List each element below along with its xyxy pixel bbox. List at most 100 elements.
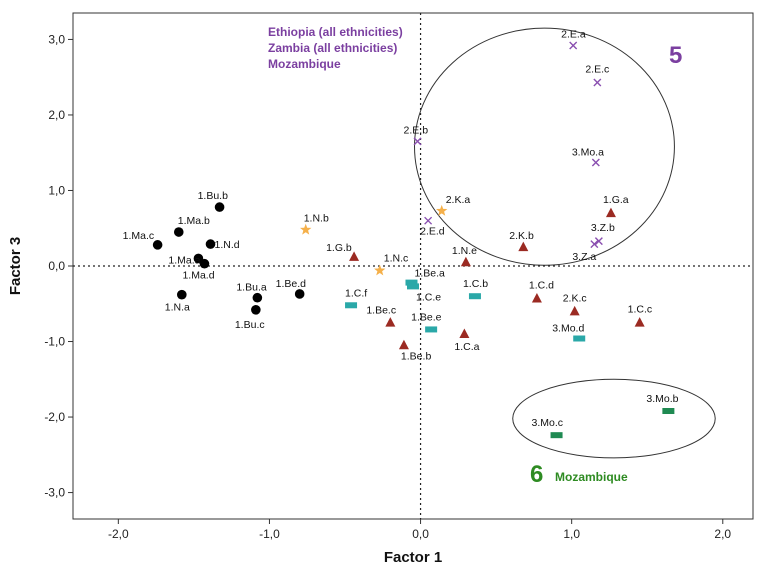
point-label: 3.Z.a — [572, 251, 596, 263]
y-tick-label: 2,0 — [48, 108, 65, 122]
data-point — [424, 216, 433, 225]
x-axis-title: Factor 1 — [384, 549, 442, 566]
x-tick-label: -2,0 — [108, 527, 129, 541]
point-label: 1.Ma.b — [178, 215, 210, 227]
data-point — [531, 292, 542, 303]
point-label: 1.C.d — [529, 279, 554, 291]
data-point — [405, 279, 418, 286]
data-point — [398, 339, 409, 350]
x-tick-label: -1,0 — [259, 527, 280, 541]
annotation-ethiopia: Ethiopia (all ethnicities) — [268, 25, 403, 39]
point-labels: 1.Bu.b 1.Ma.b 1.Ma.c 1.N.d 1.Ma.a 1.Ma.d 1.N.a… — [123, 28, 679, 429]
cluster-6-number: 6 — [530, 461, 543, 488]
data-point — [425, 326, 438, 333]
point-label: 3.Mo.b — [646, 393, 678, 405]
point-label: 1.N.c — [384, 253, 409, 265]
data-point — [591, 158, 600, 167]
data-point — [300, 223, 312, 235]
data-point — [349, 251, 360, 261]
y-tick-label: 3,0 — [48, 32, 65, 46]
data-point — [413, 137, 422, 146]
cluster-6-ellipse — [512, 378, 716, 459]
point-label: 1.Be.b — [401, 350, 432, 362]
point-label: 3.Z.b — [591, 222, 615, 234]
point-label: 2.E.a — [561, 28, 586, 40]
point-label: 1.N.a — [165, 302, 190, 314]
point-label: 1.Ma.a — [168, 254, 200, 266]
data-point — [199, 258, 210, 269]
point-label: 3.Mo.c — [532, 417, 564, 429]
reference-lines — [73, 13, 753, 519]
point-label: 3.Mo.d — [552, 323, 584, 335]
point-label: 1.Bu.a — [236, 282, 267, 294]
point-label: 3.Mo.a — [572, 147, 604, 159]
point-label: 1.Be.e — [411, 311, 442, 323]
data-points — [152, 41, 675, 439]
data-point — [294, 289, 305, 299]
cluster-ellipses — [414, 27, 716, 459]
y-tick-label: -1,0 — [44, 335, 65, 349]
point-label: 2.E.d — [420, 226, 445, 238]
y-tick-label: 0,0 — [48, 259, 65, 273]
point-label: 1.C.f — [345, 287, 367, 299]
data-point — [634, 317, 645, 327]
y-tick-label: -2,0 — [44, 410, 65, 424]
cluster-5-ellipse — [414, 27, 675, 266]
point-label: 1.C.e — [416, 291, 441, 303]
point-label: 1.C.a — [454, 341, 479, 353]
x-tick-label: 1,0 — [563, 527, 580, 541]
data-point — [569, 305, 580, 316]
data-point — [251, 305, 261, 315]
data-point — [374, 264, 386, 276]
data-point — [459, 328, 470, 338]
point-label: 1.C.c — [628, 304, 653, 316]
annotation-mozambique-6: Mozambique — [555, 470, 628, 484]
data-point — [152, 240, 163, 250]
point-label: 1.Ma.c — [123, 230, 155, 242]
y-tick-label: 1,0 — [48, 183, 65, 197]
point-label: 2.E.c — [585, 63, 609, 75]
point-label: 1.N.b — [304, 213, 329, 225]
data-point — [662, 408, 675, 415]
data-point — [468, 293, 481, 300]
data-point — [345, 302, 358, 309]
point-label: 1.Be.d — [276, 278, 307, 290]
data-point — [214, 202, 225, 212]
point-label: 1.N.e — [452, 245, 477, 257]
data-point — [407, 283, 419, 290]
y-tick-label: -3,0 — [44, 486, 65, 500]
data-point — [460, 256, 471, 267]
annotation-mozambique-5: Mozambique — [268, 57, 341, 71]
point-label: 1.Bu.c — [235, 319, 265, 331]
data-point — [590, 240, 599, 249]
data-point — [573, 335, 586, 342]
point-label: 1.Be.c — [366, 305, 396, 317]
x-tick-label: 0,0 — [412, 527, 429, 541]
cluster-5-number: 5 — [669, 42, 682, 69]
data-point — [173, 227, 184, 237]
data-point — [205, 239, 216, 249]
point-label: 1.G.a — [603, 194, 629, 206]
data-point — [594, 237, 603, 246]
point-label: 1.Ma.d — [182, 270, 214, 282]
point-label: 2.E.b — [404, 124, 429, 136]
point-label: 1.Bu.b — [198, 190, 229, 202]
point-label: 2.K.a — [446, 194, 471, 206]
data-point — [518, 241, 529, 252]
point-label: 2.K.c — [563, 292, 587, 304]
x-tick-label: 2,0 — [714, 527, 731, 541]
data-point — [436, 204, 448, 216]
data-point — [569, 41, 578, 50]
annotation-zambia: Zambia (all ethnicities) — [268, 41, 397, 55]
data-point — [177, 289, 187, 300]
point-label: 1.C.b — [463, 278, 488, 290]
data-point — [593, 78, 602, 87]
y-axis-title: Factor 3 — [7, 237, 24, 295]
point-label: 1.G.b — [326, 242, 352, 254]
point-label: 1.N.d — [215, 239, 240, 251]
point-label: 1.Be.a — [414, 268, 445, 280]
data-point — [605, 207, 616, 218]
data-point — [252, 292, 263, 303]
data-point — [385, 317, 396, 327]
